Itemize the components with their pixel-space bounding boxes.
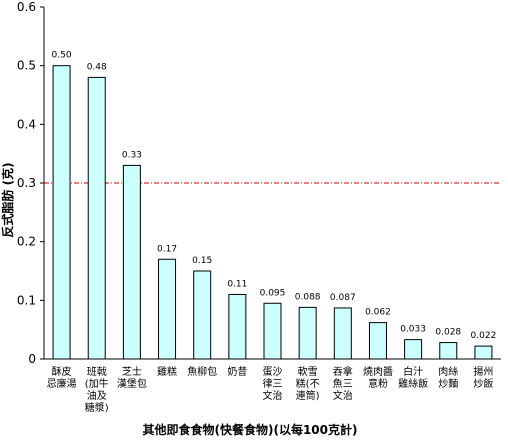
bar	[193, 270, 212, 360]
category-label: (加牛	[85, 377, 109, 390]
category-label: 吞拿	[333, 365, 353, 378]
category-label: 肉絲	[438, 365, 458, 378]
bar	[52, 65, 71, 360]
bar	[439, 342, 458, 360]
data-label: 0.33	[122, 150, 142, 160]
data-label: 0.15	[192, 256, 212, 266]
category-label: 文治	[333, 389, 353, 402]
category-label: 班戟	[87, 365, 107, 378]
category-label: 炒飯	[473, 377, 493, 390]
bar	[263, 302, 282, 360]
category-label: 魚柳包	[187, 365, 217, 378]
category-label: 漢堡包	[117, 377, 147, 390]
category-label: 雞絲飯	[398, 377, 428, 390]
data-label: 0.50	[52, 51, 72, 61]
category-label: 雞糕	[157, 365, 177, 378]
category-label: 糕(不	[296, 377, 320, 390]
category-label: 律三	[263, 377, 283, 390]
category-label: 揚州	[473, 365, 493, 378]
category-label: 芝士	[122, 365, 142, 378]
y-tick-label: 0.5	[17, 59, 36, 73]
data-label: 0.17	[157, 244, 177, 254]
data-label: 0.087	[330, 293, 356, 303]
category-label: 文治	[263, 389, 283, 402]
y-axis: 0 0.1 0.2 0.3 0.4 0.5 0.6	[17, 0, 501, 366]
bar	[474, 345, 493, 360]
data-label: 0.088	[295, 292, 321, 302]
category-label: 蛋沙	[263, 366, 283, 378]
data-label: 0.062	[365, 308, 391, 318]
bar	[333, 307, 352, 360]
data-label: 0.022	[471, 331, 497, 341]
bar	[298, 306, 317, 360]
category-label: 炒麵	[438, 378, 458, 390]
y-tick-label: 0	[28, 352, 36, 366]
data-label: 0.095	[260, 288, 286, 298]
bar	[87, 76, 106, 360]
category-label: 油及	[87, 389, 107, 402]
y-tick-label: 0.6	[17, 0, 36, 14]
category-label: 意粉	[368, 377, 388, 390]
category-label: 魚三	[333, 377, 353, 390]
y-tick-label: 0.2	[17, 235, 36, 249]
bar	[158, 258, 177, 360]
data-label: 0.028	[435, 328, 461, 338]
y-tick-label: 0.1	[17, 293, 36, 307]
bar	[368, 322, 387, 360]
category-label: 奶昔	[227, 366, 247, 378]
data-label: 0.11	[227, 279, 247, 289]
data-labels: 0.50 0.48 0.33 0.17 0.15 0.11 0.095 0.088 0.087 0…	[52, 51, 497, 341]
bar	[122, 164, 141, 360]
data-label: 0.48	[87, 62, 107, 72]
category-label: 燒肉醬	[363, 365, 393, 378]
category-label: 酥皮	[52, 365, 72, 378]
category-label: 糖漿)	[85, 401, 109, 414]
category-label: 連筒)	[296, 389, 320, 402]
bars	[52, 65, 493, 360]
bar	[404, 339, 423, 360]
category-label: 軟雪	[298, 365, 318, 378]
category-label: 白汁	[403, 365, 423, 378]
bar	[228, 293, 247, 360]
x-axis-title: 其他即食食物(快餐食物)(以每100克計)	[143, 422, 358, 437]
y-tick-label: 0.4	[17, 117, 36, 131]
category-label: 忌廉湯	[47, 377, 77, 390]
y-axis-title: 反式脂肪 (克)	[0, 162, 15, 237]
data-label: 0.033	[400, 325, 426, 335]
y-tick-label: 0.3	[17, 176, 36, 190]
